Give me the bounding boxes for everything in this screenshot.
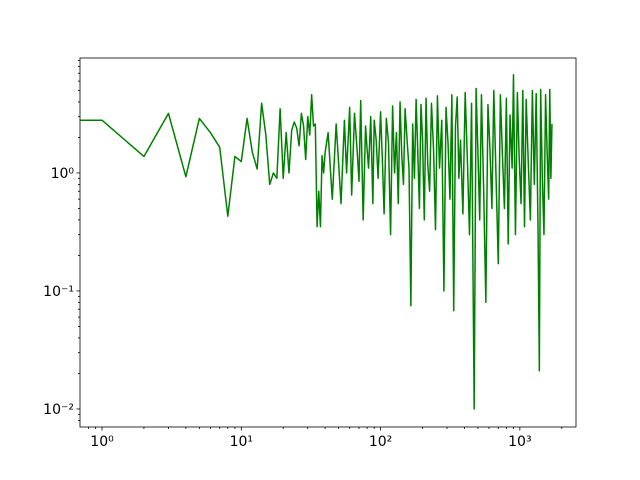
y-tick-label: 10⁰ <box>51 166 75 182</box>
y-tick-label: 10⁻² <box>43 402 74 418</box>
y-tick-label: 10⁻¹ <box>43 284 74 300</box>
axes-frame <box>79 57 577 428</box>
x-tick-label: 10³ <box>508 434 531 450</box>
ticks: 10⁰ 10¹ 10² 10³ 10⁻² 10⁻¹ 10⁰ <box>43 59 563 450</box>
data-line <box>80 74 553 410</box>
x-tick-label: 10² <box>369 434 392 450</box>
x-tick-label: 10¹ <box>230 434 253 450</box>
plot-area <box>80 74 553 410</box>
x-tick-label: 10⁰ <box>90 434 114 450</box>
